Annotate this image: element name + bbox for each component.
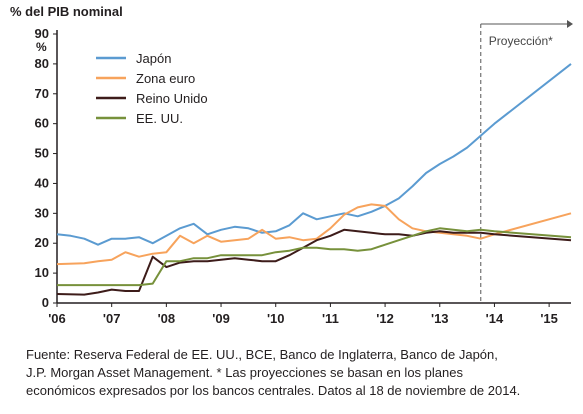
y-tick-label: 10 [35, 265, 49, 280]
source-line: J.P. Morgan Asset Management. * Las proy… [26, 365, 463, 380]
y-axis-unit: % [36, 40, 47, 54]
y-tick-label: 40 [35, 175, 49, 190]
x-tick-label: '06 [48, 311, 66, 326]
y-axis-label: % del PIB nominal [10, 4, 123, 19]
projection-label: Proyección* [489, 34, 553, 48]
y-tick-label: 70 [35, 86, 49, 101]
line-chart: 0 10 20 30 40 50 60 70 80 90 '06 '07 '08 '09 '10 '11 '12… [35, 20, 573, 326]
legend-label: Japón [136, 51, 171, 66]
legend-label: Zona euro [136, 71, 195, 86]
x-tick-label: '14 [486, 311, 504, 326]
x-tick-label: '13 [431, 311, 449, 326]
x-tick-label: '15 [540, 311, 558, 326]
series-line [57, 227, 572, 287]
x-tick-label: '11 [322, 311, 339, 326]
x-tick-label: '12 [376, 311, 394, 326]
source-note: Fuente: Reserva Federal de EE. UU., BCE,… [26, 346, 576, 400]
legend-label: Reino Unido [136, 91, 208, 106]
x-tick-label: '08 [158, 311, 176, 326]
y-tick-label: 60 [35, 116, 49, 131]
source-line: Fuente: Reserva Federal de EE. UU., BCE,… [26, 347, 498, 362]
x-tick-label: '09 [212, 311, 230, 326]
x-tick-label: '10 [267, 311, 285, 326]
legend-label: EE. UU. [136, 111, 183, 126]
series-line [56, 63, 572, 246]
x-tick-label: '07 [103, 311, 121, 326]
projection-arrow-head [567, 20, 573, 28]
y-tick-label: 30 [35, 205, 49, 220]
y-tick-label: 50 [35, 146, 49, 161]
y-tick-label: 0 [42, 295, 49, 310]
y-tick-label: 80 [35, 56, 49, 71]
y-tick-label: 90 [35, 26, 49, 41]
series-line [56, 228, 572, 296]
source-line: económicos expresados por los bancos cen… [26, 383, 521, 398]
y-tick-label: 20 [35, 235, 49, 250]
